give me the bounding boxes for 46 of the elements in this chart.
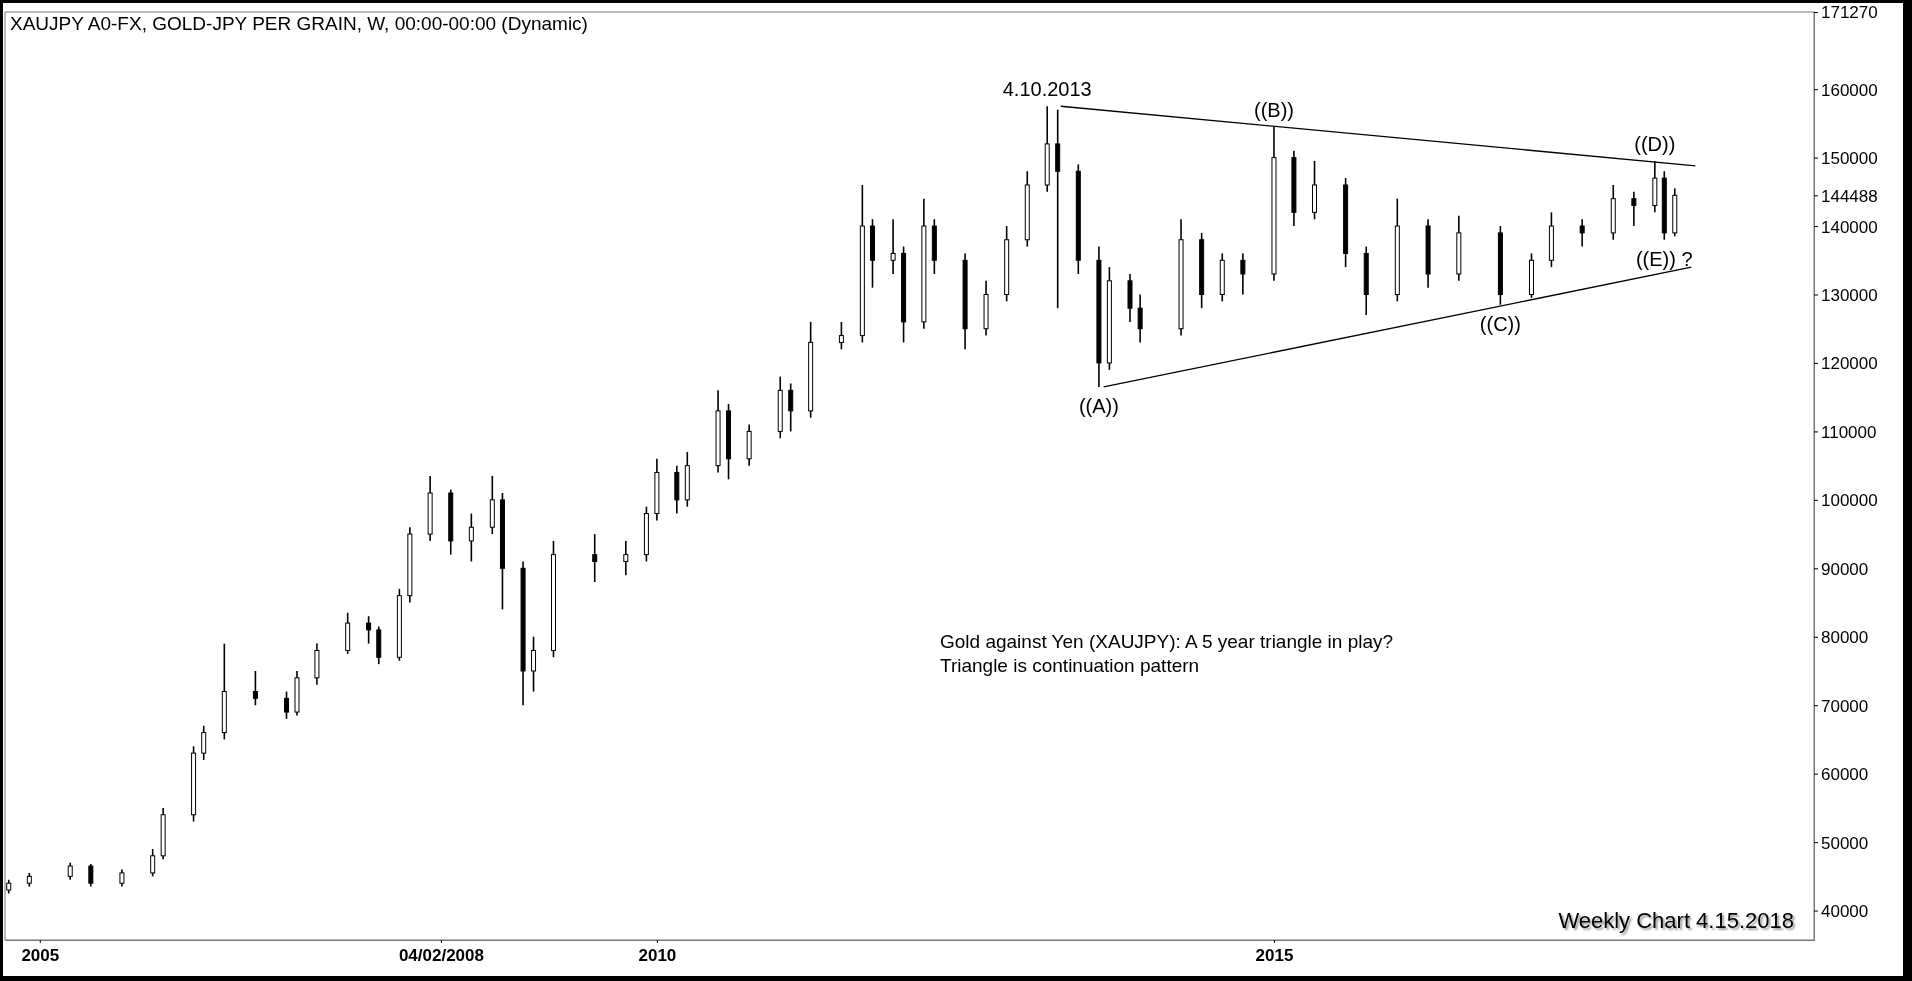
x-tick-label: 04/02/2008 — [398, 946, 484, 966]
y-tick-label: 100000 — [1821, 491, 1878, 511]
candlestick — [150, 848, 156, 878]
candlestick — [468, 512, 474, 563]
candlestick — [890, 218, 896, 275]
y-tick-label: 144488 — [1821, 186, 1878, 206]
annotation: Gold against Yen (XAUJPY): A 5 year triangle in play? — [940, 631, 1394, 652]
y-tick-label: 171270 — [1821, 3, 1878, 23]
x-tick-label: 2010 — [638, 946, 677, 966]
candlestick — [284, 690, 290, 720]
annotation: Triangle is continuation pattern — [940, 655, 1200, 676]
y-tick-label: 60000 — [1821, 765, 1869, 785]
candlestick — [1631, 191, 1637, 227]
annotation: ((B)) — [1253, 98, 1294, 121]
y-tick-label: 80000 — [1821, 628, 1869, 648]
annotation: 4.10.2013 — [1002, 78, 1092, 101]
candlestick — [838, 321, 844, 351]
annotation: ((A)) — [1078, 394, 1119, 417]
candlestick — [1240, 252, 1246, 296]
y-tick-label: 140000 — [1821, 217, 1878, 237]
annotation: ((C)) — [1479, 312, 1521, 335]
candlestick — [252, 670, 258, 707]
candlestick — [623, 540, 629, 576]
chart-title: XAUJPY A0-FX, GOLD-JPY PER GRAIN, W, 00:00-00:00 (Dynamic) — [10, 13, 588, 34]
annotation: ((E)) ? — [1635, 247, 1693, 270]
candlestick — [592, 533, 598, 583]
y-tick-label: 90000 — [1821, 559, 1869, 579]
candlestick — [1137, 293, 1143, 344]
y-tick-label: 50000 — [1821, 833, 1869, 853]
annotation: Weekly Chart 4.15.2018 — [1558, 908, 1794, 933]
candlestick — [366, 615, 372, 645]
y-tick-label: 160000 — [1821, 80, 1878, 100]
annotation: ((D)) — [1634, 133, 1676, 156]
y-tick-label: 40000 — [1821, 902, 1869, 922]
y-tick-label: 150000 — [1821, 149, 1878, 169]
y-tick-label: 110000 — [1821, 422, 1877, 442]
candlestick — [1579, 218, 1585, 248]
candlestick — [88, 863, 94, 888]
x-tick-label: 2015 — [1255, 946, 1294, 966]
candlestick — [788, 382, 794, 433]
candlestick — [201, 724, 207, 761]
candlestick — [531, 635, 537, 693]
y-tick-label: 120000 — [1821, 354, 1878, 374]
y-tick-label: 70000 — [1821, 696, 1869, 716]
y-tick-label: 130000 — [1821, 285, 1878, 305]
x-tick-label: 2005 — [21, 946, 60, 966]
